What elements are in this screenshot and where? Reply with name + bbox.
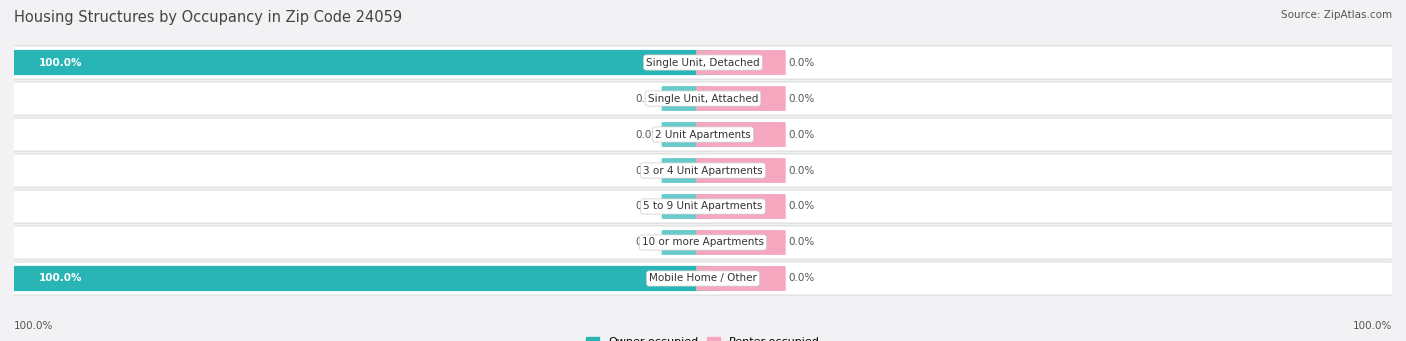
FancyBboxPatch shape [0, 262, 1406, 295]
Text: Single Unit, Attached: Single Unit, Attached [648, 93, 758, 104]
FancyBboxPatch shape [0, 266, 717, 291]
FancyBboxPatch shape [696, 266, 786, 291]
FancyBboxPatch shape [0, 190, 1406, 223]
Text: 0.0%: 0.0% [636, 237, 662, 248]
Text: 100.0%: 100.0% [14, 321, 53, 331]
FancyBboxPatch shape [696, 158, 786, 183]
Text: 0.0%: 0.0% [789, 130, 814, 139]
Text: 0.0%: 0.0% [789, 273, 814, 283]
FancyBboxPatch shape [696, 122, 786, 147]
Text: 3 or 4 Unit Apartments: 3 or 4 Unit Apartments [643, 165, 763, 176]
FancyBboxPatch shape [0, 154, 1406, 187]
FancyBboxPatch shape [662, 122, 710, 147]
FancyBboxPatch shape [662, 86, 710, 111]
Text: Mobile Home / Other: Mobile Home / Other [650, 273, 756, 283]
Text: 0.0%: 0.0% [636, 130, 662, 139]
Text: 2 Unit Apartments: 2 Unit Apartments [655, 130, 751, 139]
Text: 100.0%: 100.0% [39, 273, 83, 283]
FancyBboxPatch shape [0, 226, 1406, 259]
FancyBboxPatch shape [0, 50, 717, 75]
Legend: Owner-occupied, Renter-occupied: Owner-occupied, Renter-occupied [581, 332, 825, 341]
FancyBboxPatch shape [662, 230, 710, 255]
FancyBboxPatch shape [0, 82, 1406, 115]
Text: 100.0%: 100.0% [1353, 321, 1392, 331]
Text: Housing Structures by Occupancy in Zip Code 24059: Housing Structures by Occupancy in Zip C… [14, 10, 402, 25]
Text: 100.0%: 100.0% [39, 58, 83, 68]
FancyBboxPatch shape [0, 118, 1406, 151]
Text: 5 to 9 Unit Apartments: 5 to 9 Unit Apartments [644, 202, 762, 211]
FancyBboxPatch shape [696, 230, 786, 255]
FancyBboxPatch shape [0, 46, 1406, 79]
FancyBboxPatch shape [662, 158, 710, 183]
Text: 0.0%: 0.0% [789, 93, 814, 104]
FancyBboxPatch shape [696, 50, 786, 75]
Text: 10 or more Apartments: 10 or more Apartments [643, 237, 763, 248]
Text: 0.0%: 0.0% [789, 58, 814, 68]
FancyBboxPatch shape [696, 86, 786, 111]
Text: 0.0%: 0.0% [636, 202, 662, 211]
Text: Source: ZipAtlas.com: Source: ZipAtlas.com [1281, 10, 1392, 20]
FancyBboxPatch shape [696, 194, 786, 219]
Text: 0.0%: 0.0% [789, 202, 814, 211]
Text: Single Unit, Detached: Single Unit, Detached [647, 58, 759, 68]
Text: 0.0%: 0.0% [789, 165, 814, 176]
Text: 0.0%: 0.0% [789, 237, 814, 248]
Text: 0.0%: 0.0% [636, 165, 662, 176]
FancyBboxPatch shape [662, 194, 710, 219]
Text: 0.0%: 0.0% [636, 93, 662, 104]
